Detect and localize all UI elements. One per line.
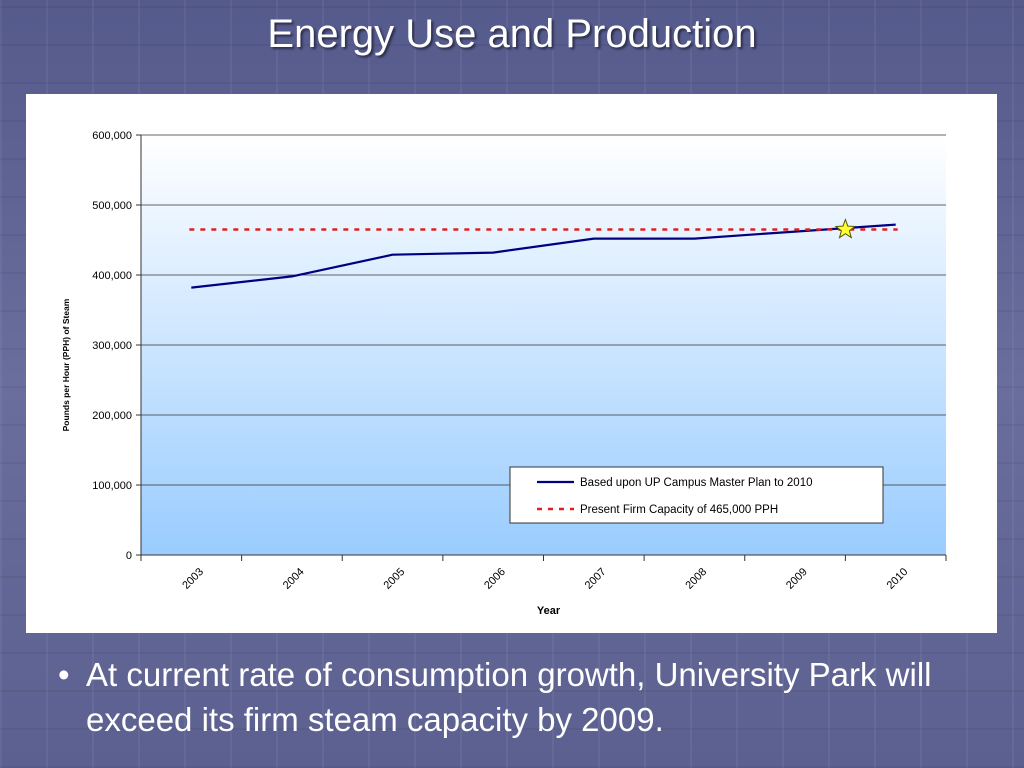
- x-tick-label: 2010: [885, 566, 911, 592]
- y-tick-label: 400,000: [92, 270, 132, 282]
- slide-title: Energy Use and Production: [267, 12, 757, 56]
- x-tick-label: 2004: [281, 566, 307, 592]
- star-marker: [834, 218, 857, 239]
- steam-demand-chart: 0 100,000 200,000 300,000 400,000 500,000 600,…: [61, 130, 947, 617]
- y-tick-label: 100,000: [92, 480, 132, 492]
- x-tick-label: 2007: [583, 566, 609, 592]
- legend-label: Present Firm Capacity of 465,000 PPH: [580, 504, 778, 516]
- chart-panel: 0 100,000 200,000 300,000 400,000 500,000 600,…: [26, 94, 997, 633]
- y-tick-label: 500,000: [92, 200, 132, 212]
- bullet-symbol: •: [58, 656, 70, 693]
- y-tick-label: 600,000: [92, 130, 132, 142]
- x-tick-label: 2008: [683, 566, 709, 592]
- x-tick-label: 2006: [482, 566, 508, 592]
- series-line-master-plan: [191, 223, 896, 289]
- bullet-text: At current rate of consumption growth, U…: [86, 656, 932, 738]
- y-tick-label: 0: [126, 550, 132, 562]
- y-tick-label: 200,000: [92, 410, 132, 422]
- legend-label: Based upon UP Campus Master Plan to 2010: [580, 477, 812, 489]
- x-tick-label: 2003: [180, 566, 206, 592]
- y-tick-label: 300,000: [92, 340, 132, 352]
- x-tick-label: 2009: [784, 566, 810, 592]
- legend-box: [509, 466, 884, 524]
- x-tick-label: 2005: [382, 566, 408, 592]
- x-axis-title: Year: [537, 605, 561, 617]
- y-axis-title: Pounds per Hour (PPH) of Steam: [61, 298, 71, 431]
